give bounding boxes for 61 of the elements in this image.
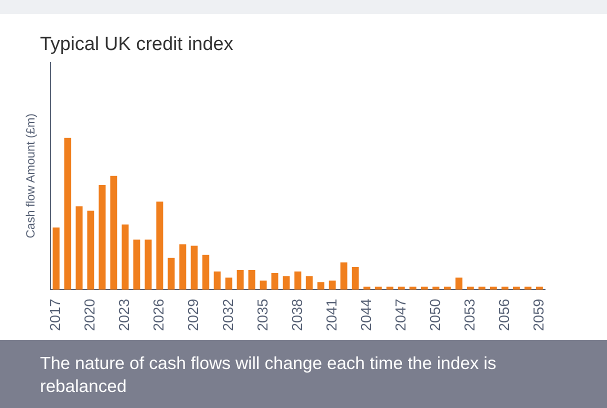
x-tick-label: 2050 <box>428 298 444 332</box>
x-tick-label: 2059 <box>531 298 548 332</box>
bar <box>478 286 486 290</box>
bar <box>328 280 336 290</box>
x-tick-label: 2041 <box>324 298 340 332</box>
bar <box>202 254 210 290</box>
bar <box>501 286 508 290</box>
bar <box>374 286 382 290</box>
bar <box>168 258 175 290</box>
bar <box>179 244 186 290</box>
bar <box>490 286 497 290</box>
bar <box>444 286 451 290</box>
bar <box>248 270 256 290</box>
x-tick-label: 2029 <box>186 298 202 332</box>
bar <box>190 246 198 290</box>
bar <box>144 240 152 290</box>
bar <box>76 206 83 290</box>
bar <box>133 240 140 290</box>
bar <box>110 176 118 290</box>
x-tick-label: 2020 <box>82 298 99 332</box>
bar <box>271 273 278 290</box>
bar <box>294 272 302 290</box>
x-tick-label: 2047 <box>393 298 410 332</box>
bar <box>87 210 94 290</box>
bar <box>409 286 416 290</box>
text: The nature of cash flows will change each time the index is rebalanced <box>0 340 607 408</box>
y-axis-title: Cash flow Amount (£m) <box>24 114 38 238</box>
x-tick-label: 2026 <box>152 298 168 332</box>
bar <box>317 282 324 290</box>
bar <box>98 184 106 290</box>
bar <box>432 286 440 290</box>
x-tick-label: 2053 <box>462 298 478 332</box>
bar <box>156 202 164 290</box>
bar <box>236 270 244 290</box>
bar <box>122 224 129 290</box>
bar <box>214 272 221 290</box>
bar <box>398 286 405 290</box>
bar <box>340 262 348 290</box>
bar <box>455 278 462 290</box>
bar <box>52 227 60 290</box>
bar <box>225 278 232 290</box>
bar <box>352 266 359 290</box>
x-tick-label: 2044 <box>358 298 375 332</box>
bar <box>363 286 370 290</box>
bar <box>282 276 290 290</box>
x-tick-label: 2023 <box>117 298 134 332</box>
bar <box>466 286 474 290</box>
bar <box>306 276 313 290</box>
bar <box>64 138 72 290</box>
bar <box>420 286 428 290</box>
x-tick-label: 2017 <box>48 298 64 332</box>
x-tick-label: 2032 <box>220 298 237 332</box>
bar <box>524 286 532 290</box>
x-tick-label: 2038 <box>290 298 306 332</box>
x-tick-label: 2035 <box>255 298 272 332</box>
x-tick-label: 2056 <box>496 298 513 332</box>
bar <box>536 286 543 290</box>
chart-title: Typical UK credit index <box>40 34 234 56</box>
bar <box>512 286 520 290</box>
bar <box>386 286 394 290</box>
bar <box>260 280 267 290</box>
